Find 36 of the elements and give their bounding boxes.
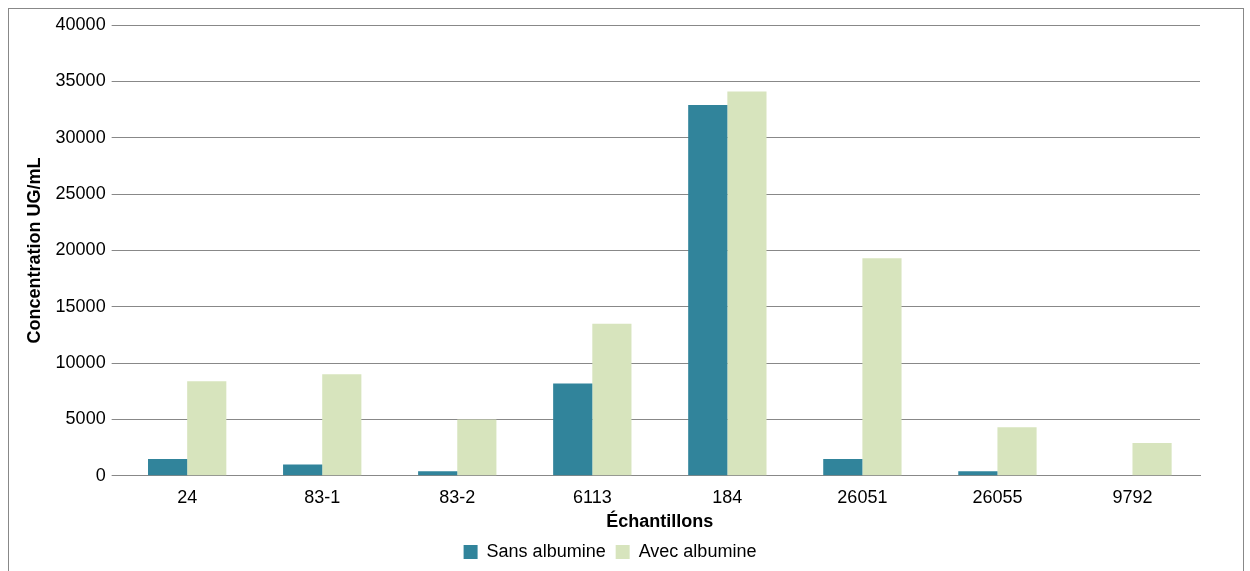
bar	[823, 458, 863, 476]
bar	[322, 374, 362, 476]
x-tick-label: 26055	[972, 486, 1023, 507]
bar	[553, 383, 593, 476]
bar	[958, 471, 998, 476]
y-tick-label: 25000	[55, 183, 106, 204]
x-tick-label: 184	[712, 486, 743, 507]
bar	[418, 471, 458, 476]
bar	[727, 91, 767, 476]
y-tick-label: 10000	[55, 352, 106, 373]
x-tick-label: 9792	[1112, 486, 1153, 507]
y-tick-label: 40000	[55, 13, 106, 34]
bar	[997, 427, 1037, 476]
bar	[148, 458, 188, 476]
bar	[688, 105, 728, 476]
bar	[457, 419, 497, 476]
y-tick-label: 30000	[55, 126, 106, 147]
bar	[592, 323, 632, 476]
legend-label: Sans albumine	[486, 540, 606, 561]
x-tick-label: 6113	[572, 486, 612, 507]
x-tick-label: 83-2	[439, 486, 476, 507]
y-tick-label: 20000	[55, 239, 106, 260]
x-axis-title: Échantillons	[606, 510, 714, 532]
bar	[283, 464, 323, 476]
bar	[187, 381, 227, 476]
y-tick-label: 15000	[55, 295, 106, 316]
y-tick-label: 0	[95, 464, 106, 485]
y-axis-title: Concentration UG/mL	[23, 157, 44, 344]
x-tick-label: 26051	[837, 486, 888, 507]
bar	[862, 258, 902, 476]
x-tick-label: 24	[177, 486, 198, 507]
legend-label: Avec albumine	[638, 540, 757, 561]
y-tick-label: 5000	[65, 408, 106, 429]
y-tick-label: 35000	[55, 70, 106, 91]
bar	[1132, 443, 1172, 476]
x-tick-label: 83-1	[304, 486, 341, 507]
